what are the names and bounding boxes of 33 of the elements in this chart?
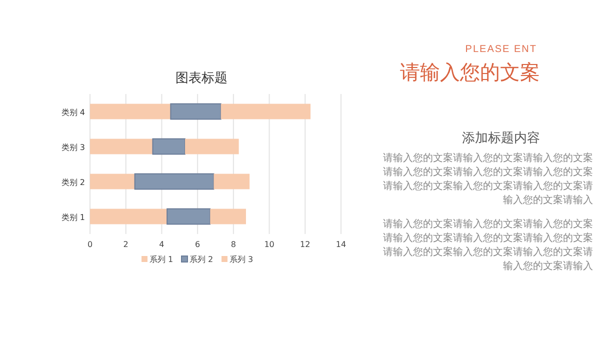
y-tick-label: 类别 2 (61, 178, 85, 187)
bar (185, 138, 239, 154)
text: 请输入您的文案 (400, 59, 540, 86)
bar (166, 208, 211, 225)
bar (170, 103, 222, 120)
bar (220, 104, 311, 120)
x-tick-label: 6 (195, 240, 200, 249)
legend-label: 系列 3 (230, 255, 254, 264)
x-tick-label: 12 (300, 240, 310, 249)
x-tick-label: 10 (264, 240, 274, 249)
bar (134, 173, 214, 190)
text: 添加标题内容 (462, 130, 540, 147)
text: 请输入您的文案请输入您的文案请输入您的文案请输入您的文案请输入您的文案请输入您的文案请输入您的文案输入您的文案请输入您的文案请输入您的文案请输入 (382, 218, 593, 274)
bar (90, 208, 168, 224)
bar (210, 208, 246, 224)
bar (152, 138, 186, 155)
bar (214, 174, 250, 190)
x-tick-label: 14 (336, 240, 346, 249)
x-tick-label: 4 (159, 240, 164, 249)
x-tick-label: 0 (87, 240, 93, 249)
x-tick-label: 8 (230, 240, 236, 249)
legend-label: 系列 1 (150, 255, 174, 264)
bar (90, 174, 135, 190)
text: PLEASE ENT (465, 44, 537, 55)
x-tick-label: 2 (123, 240, 128, 249)
y-tick-label: 类别 3 (61, 143, 85, 152)
chart-title: 图表标题 (176, 71, 228, 86)
legend-label: 系列 2 (190, 255, 214, 264)
bar (90, 104, 171, 120)
y-tick-label: 类别 4 (61, 108, 85, 117)
y-tick-label: 类别 1 (61, 213, 85, 222)
text: 请输入您的文案请输入您的文案请输入您的文案请输入您的文案请输入您的文案请输入您的文案请输入您的文案输入您的文案请输入您的文案请输入您的文案请输入 (382, 152, 593, 208)
bar (90, 138, 153, 154)
